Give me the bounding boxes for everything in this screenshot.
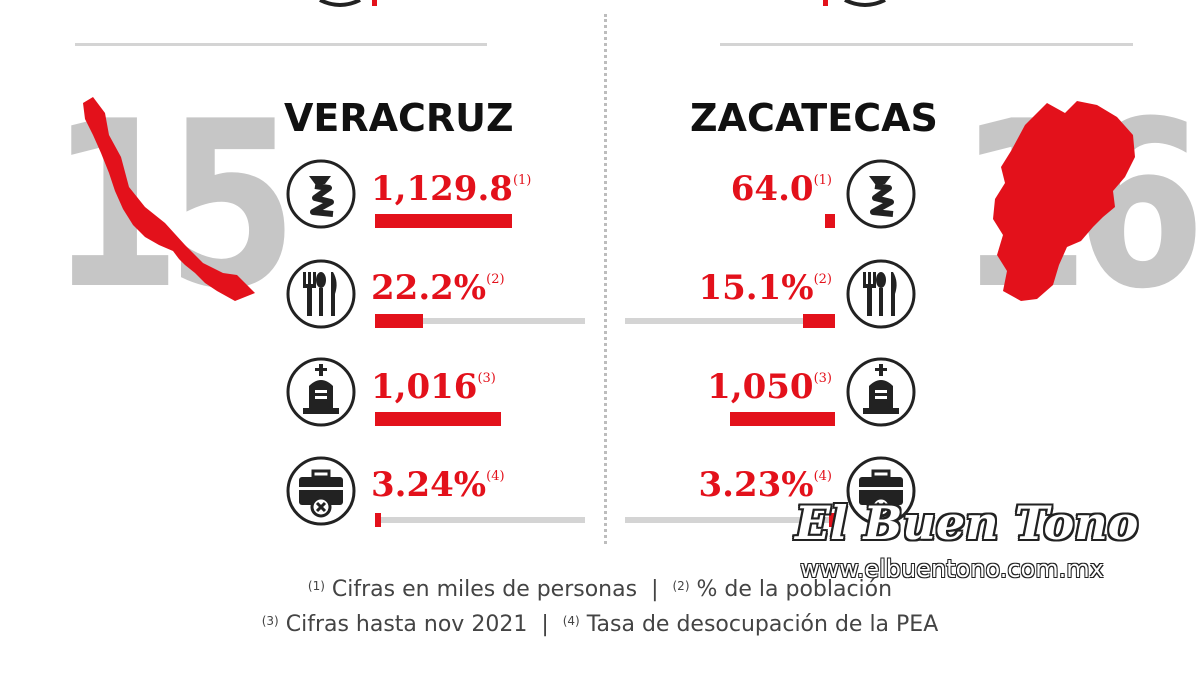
cutlery-icon [846, 259, 916, 329]
money-bag-icon [846, 159, 916, 229]
zacatecas-map-icon [993, 101, 1135, 301]
veracruz-value-3: 1,016(3) [371, 367, 496, 407]
prev-section-remnant [319, 0, 377, 7]
watermark-url: www.elbuentono.com.mx [800, 555, 1104, 583]
veracruz-track-2 [375, 318, 585, 324]
state-title-right: ZACATECAS [690, 96, 938, 140]
zacatecas-value-1: 64.0(1) [730, 169, 832, 209]
state-title-left: VERACRUZ [284, 96, 514, 140]
zacatecas-track-2 [625, 318, 835, 324]
zacatecas-value-3: 1,050(3) [707, 367, 832, 407]
veracruz-track-4 [375, 517, 585, 523]
tombstone-icon [286, 357, 356, 427]
zacatecas-bar-3 [730, 412, 835, 426]
footnote-line-1: (1) Cifras en miles de personas | (2) % … [307, 577, 893, 602]
veracruz-bar-4 [375, 513, 381, 527]
prev-section-remnant-right [823, 0, 886, 7]
money-bag-icon [286, 159, 356, 229]
watermark-logo: El Buen Tono [795, 496, 1139, 550]
center-divider [604, 14, 607, 544]
zacatecas-bar-4 [829, 513, 835, 527]
footnote-line-2: (3) Cifras hasta nov 2021 | (4) Tasa de … [261, 612, 939, 637]
zacatecas-track-4 [625, 517, 835, 523]
tombstone-icon [846, 357, 916, 427]
zacatecas-value-4: 3.23%(4) [698, 465, 832, 505]
cutlery-icon [286, 259, 356, 329]
briefcase-x-icon [846, 456, 916, 526]
top-rule-right [720, 43, 1133, 46]
top-rule-left [75, 43, 487, 46]
veracruz-bar-1 [375, 214, 512, 228]
briefcase-x-icon [286, 456, 356, 526]
zacatecas-bar-1 [825, 214, 835, 228]
veracruz-value-2: 22.2%(2) [371, 268, 505, 308]
veracruz-value-1: 1,129.8(1) [371, 169, 532, 209]
veracruz-map-icon [83, 97, 255, 301]
veracruz-bar-3 [375, 412, 501, 426]
zacatecas-bar-2 [803, 314, 835, 328]
veracruz-value-4: 3.24%(4) [371, 465, 505, 505]
veracruz-bar-2 [375, 314, 423, 328]
zacatecas-value-2: 15.1%(2) [698, 268, 832, 308]
